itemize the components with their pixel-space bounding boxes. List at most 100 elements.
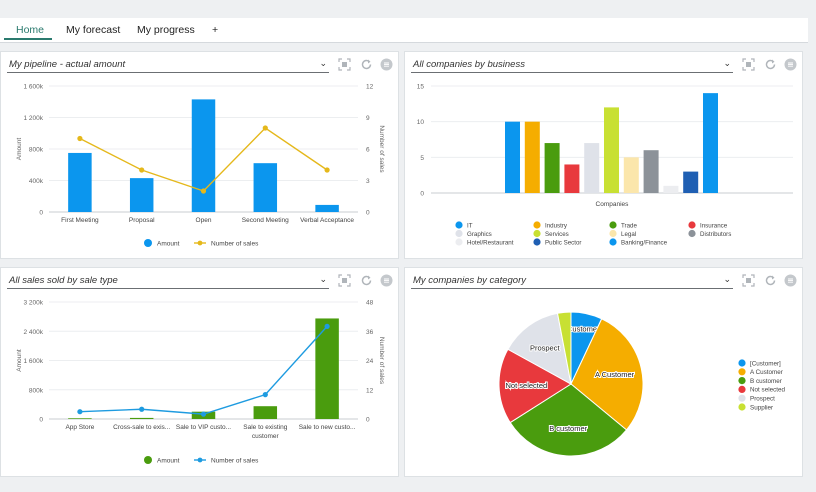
y-tick-label-right: 0 [366, 210, 370, 217]
refresh-icon[interactable] [360, 274, 373, 287]
legend-marker [533, 229, 541, 238]
legend-marker [533, 221, 541, 229]
tab-my-forecast[interactable]: My forecast [66, 24, 121, 36]
bar [544, 143, 560, 193]
series-line [79, 325, 328, 415]
y-tick-label-left: 3 200k [23, 300, 43, 307]
legend-label: Trade [621, 222, 637, 229]
chevron-down-icon: ⌄ [723, 274, 731, 284]
y-tick-label-left: 2 400k [23, 329, 43, 336]
legend-marker [197, 457, 203, 463]
y-tick-label-left: 1 200k [23, 115, 43, 122]
x-tick-label: Verbal Acceptance [300, 217, 354, 224]
legend-label: B customer [750, 378, 782, 385]
x-tick-label: Sale to existing [243, 424, 287, 431]
bar [253, 163, 278, 212]
pie-slice [509, 383, 628, 457]
panel-category: My companies by category ⌄ [Customer] A C… [404, 267, 803, 477]
y-tick-label-right: 24 [366, 358, 374, 365]
bar [505, 121, 520, 193]
y-tick-label-right: 48 [366, 300, 374, 307]
legend-label: IT [467, 222, 473, 229]
tab-bar: Home My forecast My progress + [0, 18, 808, 43]
legend-label: Amount [157, 241, 180, 248]
legend-marker [738, 385, 746, 393]
y-axis-label-right: Number of sales [378, 125, 385, 173]
bar [584, 143, 600, 193]
chevron-down-icon: ⌄ [319, 58, 327, 68]
refresh-icon[interactable] [360, 58, 373, 71]
bar [703, 93, 718, 193]
menu-icon[interactable] [380, 274, 393, 287]
expand-icon[interactable] [742, 274, 755, 287]
pie-slice-label: A Customer [595, 370, 635, 379]
menu-icon[interactable] [380, 58, 393, 71]
menu-icon[interactable] [784, 274, 797, 287]
legend-label: A Customer [750, 369, 783, 376]
menu-icon[interactable] [784, 58, 797, 71]
legend-label: Insurance [700, 222, 728, 229]
tab-home[interactable]: Home [16, 24, 45, 36]
chart-business: 0 5 10 15 Companies IT Industry Trade Insurance G… [417, 84, 793, 246]
pie-slice [556, 311, 572, 385]
bar [604, 107, 619, 193]
y-tick-label: 5 [420, 155, 424, 162]
legend-label: Distributors [700, 231, 731, 238]
expand-icon[interactable] [338, 274, 351, 287]
x-tick-label: Sale to new custo... [299, 424, 356, 431]
legend-label: Banking/Finance [621, 239, 668, 246]
y-tick-label-left: 0 [39, 210, 43, 217]
expand-icon[interactable] [338, 58, 351, 71]
legend-marker [738, 403, 746, 411]
bar [129, 417, 154, 419]
y-tick-label-left: 800k [29, 147, 44, 154]
legend-marker [738, 359, 746, 367]
legend-label: Amount [157, 458, 180, 465]
legend-marker [144, 456, 152, 464]
tab-my-progress[interactable]: My progress [137, 24, 195, 36]
add-tab-button[interactable]: + [212, 24, 219, 36]
legend-label: Services [545, 231, 569, 238]
legend-label: Supplier [750, 404, 773, 411]
chart-saletype: 0 800k 1 600k 2 400k 3 200k 0 12 24 36 48 Amount Nu… [16, 300, 385, 465]
legend-label: Hotel/Restaurant [467, 239, 514, 246]
panel-title-select[interactable]: All companies by business ⌄ [411, 58, 733, 73]
y-tick-label-left: 1 600k [23, 358, 43, 365]
legend-marker [144, 239, 152, 247]
legend-marker [688, 229, 696, 238]
panel-title: All sales sold by sale type [9, 275, 118, 286]
x-tick-label: customer [252, 433, 280, 440]
panel-title: All companies by business [413, 59, 525, 70]
pie-slice-label: B customer [549, 424, 587, 433]
y-tick-label-left: 800k [29, 387, 44, 394]
y-tick-label-right: 0 [366, 417, 370, 424]
panel-title-select[interactable]: My companies by category ⌄ [411, 274, 733, 289]
bar [315, 204, 339, 212]
x-tick-label: Cross-sale to exis... [113, 424, 170, 431]
expand-icon[interactable] [742, 58, 755, 71]
bar [129, 178, 154, 212]
refresh-icon[interactable] [764, 274, 777, 287]
pie-slice [570, 318, 644, 431]
line-point [200, 411, 207, 417]
legend-marker [609, 229, 617, 238]
y-axis-label-left: Amount [16, 138, 23, 161]
chart-pipeline: 0 400k 800k 1 200k 1 600k 0 3 6 9 12 Amount Number … [16, 84, 385, 248]
bar [643, 150, 659, 193]
x-tick-label: Proposal [129, 217, 155, 224]
y-tick-label-right: 12 [366, 84, 374, 91]
legend-label: Industry [545, 222, 568, 229]
y-axis-label-left: Amount [16, 349, 23, 372]
chevron-down-icon: ⌄ [319, 274, 327, 284]
refresh-icon[interactable] [764, 58, 777, 71]
line-point [77, 409, 83, 415]
line-point [262, 125, 268, 131]
panel-title-select[interactable]: My pipeline - actual amount ⌄ [7, 58, 329, 73]
line-point [77, 135, 83, 142]
x-tick-label: App Store [65, 424, 94, 431]
panel-title-select[interactable]: All sales sold by sale type ⌄ [7, 274, 329, 289]
legend-label: [Customer] [750, 360, 781, 367]
tab-home-indicator [4, 38, 52, 40]
legend-marker [455, 229, 463, 238]
bar [564, 164, 580, 193]
